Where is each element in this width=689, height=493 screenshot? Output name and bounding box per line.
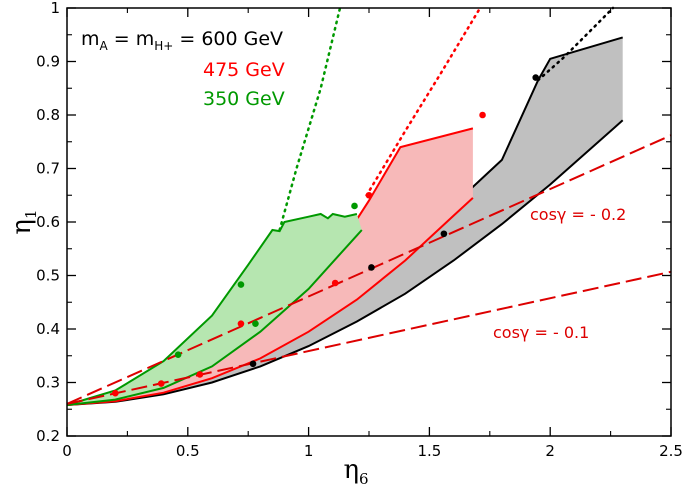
point-475-gev-6 (479, 111, 486, 119)
point-350-gev-1 (237, 281, 245, 288)
point-350-gev-3 (351, 202, 358, 210)
band-lower-475-gev (66, 197, 474, 406)
point-475-gev-4 (331, 279, 339, 287)
y-tick-label: 0.3 (36, 374, 60, 392)
x-tick-label: 1.5 (417, 442, 441, 460)
point-475-gev-2 (196, 371, 204, 378)
point-600-gev-2 (440, 230, 448, 238)
cos-gamma-02-label: cosγ = - 0.2 (530, 205, 626, 224)
dotted-line-600-gev (536, 6, 615, 82)
band-lower-600-gev (66, 119, 624, 406)
dotted-extensions (278, 6, 615, 232)
legend-entry-475: 475 GeV (203, 59, 285, 81)
y-tick-label: 0.7 (36, 160, 60, 178)
x-tick-label: 0 (62, 442, 72, 460)
y-tick-label: 0.6 (36, 213, 60, 231)
x-tick-label: 2.5 (659, 442, 683, 460)
point-475-gev-0 (112, 389, 119, 397)
x-axis-title: η6 (343, 455, 368, 488)
band-lower-350-gev (66, 229, 363, 406)
y-tick-label: 0.4 (36, 320, 60, 338)
band-upper-350-gev (66, 212, 358, 406)
point-475-gev-3 (237, 320, 245, 327)
point-350-gev-0 (174, 351, 182, 358)
y-tick-label: 1 (50, 0, 60, 17)
y-tick-label: 0.8 (36, 106, 60, 124)
band-fill-350-gev (67, 214, 362, 405)
point-350-gev-2 (252, 320, 259, 327)
point-600-gev-3 (532, 74, 540, 81)
y-tick-label: 0.5 (36, 267, 60, 285)
y-axis-title: η1 (7, 209, 40, 234)
cos-gamma-01-label: cosγ = - 0.1 (493, 323, 589, 342)
axis-ticks: 0 0.5 1 1.5 2 2.5 0.2 0.3 0.4 0.5 0.6 0.7 0.8 0.9 1 (36, 0, 683, 460)
x-tick-label: 0.5 (176, 442, 200, 460)
dotted-line-475-gev (365, 6, 482, 197)
x-tick-label: 2 (545, 442, 555, 460)
data-points (112, 74, 540, 397)
point-475-gev-1 (157, 380, 165, 387)
point-600-gev-1 (368, 264, 375, 271)
band-fill-600-gev (67, 37, 623, 406)
point-475-gev-5 (365, 191, 373, 199)
cos-gamma-line-1 (66, 270, 672, 405)
x-tick-label: 1 (304, 442, 314, 460)
legend-entry-350: 350 GeV (203, 88, 285, 110)
y-tick-label: 0.2 (36, 427, 60, 445)
point-600-gev-0 (249, 360, 257, 368)
y-tick-label: 0.9 (36, 53, 60, 71)
dotted-line-350-gev (278, 6, 342, 232)
legend-entry-600: mA = mH+ = 600 GeV (81, 28, 283, 53)
